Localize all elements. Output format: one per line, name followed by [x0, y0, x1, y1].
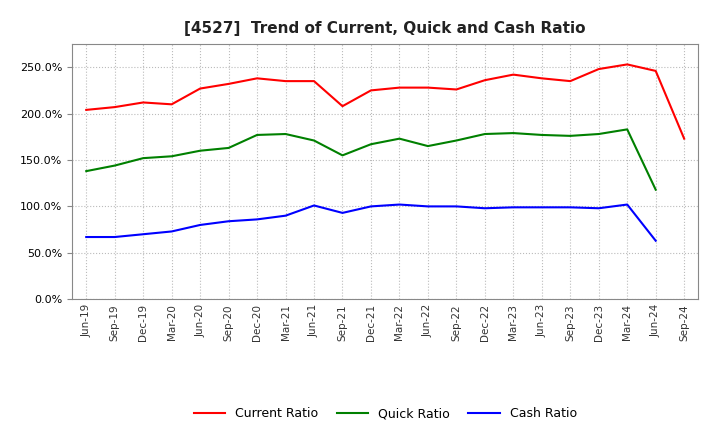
Cash Ratio: [82, 235, 91, 240]
Quick Ratio: [652, 187, 660, 192]
Quick Ratio: [139, 155, 148, 161]
Cash Ratio: [566, 205, 575, 210]
Cash Ratio: [196, 222, 204, 227]
Quick Ratio: [225, 145, 233, 150]
Current Ratio: [338, 103, 347, 109]
Line: Current Ratio: Current Ratio: [86, 64, 684, 139]
Current Ratio: [196, 86, 204, 91]
Quick Ratio: [452, 138, 461, 143]
Quick Ratio: [82, 169, 91, 174]
Quick Ratio: [253, 132, 261, 138]
Cash Ratio: [480, 205, 489, 211]
Cash Ratio: [623, 202, 631, 207]
Current Ratio: [310, 78, 318, 84]
Current Ratio: [652, 68, 660, 73]
Quick Ratio: [310, 138, 318, 143]
Quick Ratio: [509, 130, 518, 136]
Legend: Current Ratio, Quick Ratio, Cash Ratio: Current Ratio, Quick Ratio, Cash Ratio: [189, 403, 582, 425]
Current Ratio: [395, 85, 404, 90]
Quick Ratio: [110, 163, 119, 168]
Quick Ratio: [167, 154, 176, 159]
Current Ratio: [82, 107, 91, 113]
Line: Quick Ratio: Quick Ratio: [86, 129, 656, 190]
Quick Ratio: [338, 153, 347, 158]
Current Ratio: [623, 62, 631, 67]
Current Ratio: [167, 102, 176, 107]
Cash Ratio: [652, 238, 660, 243]
Cash Ratio: [595, 205, 603, 211]
Quick Ratio: [480, 132, 489, 137]
Current Ratio: [139, 100, 148, 105]
Quick Ratio: [282, 132, 290, 137]
Quick Ratio: [537, 132, 546, 138]
Title: [4527]  Trend of Current, Quick and Cash Ratio: [4527] Trend of Current, Quick and Cash …: [184, 21, 586, 36]
Quick Ratio: [395, 136, 404, 141]
Cash Ratio: [110, 235, 119, 240]
Current Ratio: [480, 77, 489, 83]
Quick Ratio: [366, 142, 375, 147]
Current Ratio: [225, 81, 233, 87]
Current Ratio: [282, 78, 290, 84]
Current Ratio: [366, 88, 375, 93]
Cash Ratio: [366, 204, 375, 209]
Cash Ratio: [452, 204, 461, 209]
Quick Ratio: [623, 127, 631, 132]
Current Ratio: [110, 104, 119, 110]
Quick Ratio: [196, 148, 204, 154]
Current Ratio: [253, 76, 261, 81]
Current Ratio: [452, 87, 461, 92]
Current Ratio: [537, 76, 546, 81]
Quick Ratio: [423, 143, 432, 149]
Cash Ratio: [310, 203, 318, 208]
Cash Ratio: [225, 219, 233, 224]
Cash Ratio: [167, 229, 176, 234]
Cash Ratio: [423, 204, 432, 209]
Quick Ratio: [566, 133, 575, 139]
Current Ratio: [680, 136, 688, 141]
Cash Ratio: [282, 213, 290, 218]
Current Ratio: [595, 66, 603, 72]
Current Ratio: [509, 72, 518, 77]
Current Ratio: [566, 78, 575, 84]
Cash Ratio: [509, 205, 518, 210]
Cash Ratio: [253, 217, 261, 222]
Current Ratio: [423, 85, 432, 90]
Cash Ratio: [537, 205, 546, 210]
Cash Ratio: [139, 231, 148, 237]
Cash Ratio: [395, 202, 404, 207]
Cash Ratio: [338, 210, 347, 216]
Line: Cash Ratio: Cash Ratio: [86, 205, 656, 241]
Quick Ratio: [595, 132, 603, 137]
